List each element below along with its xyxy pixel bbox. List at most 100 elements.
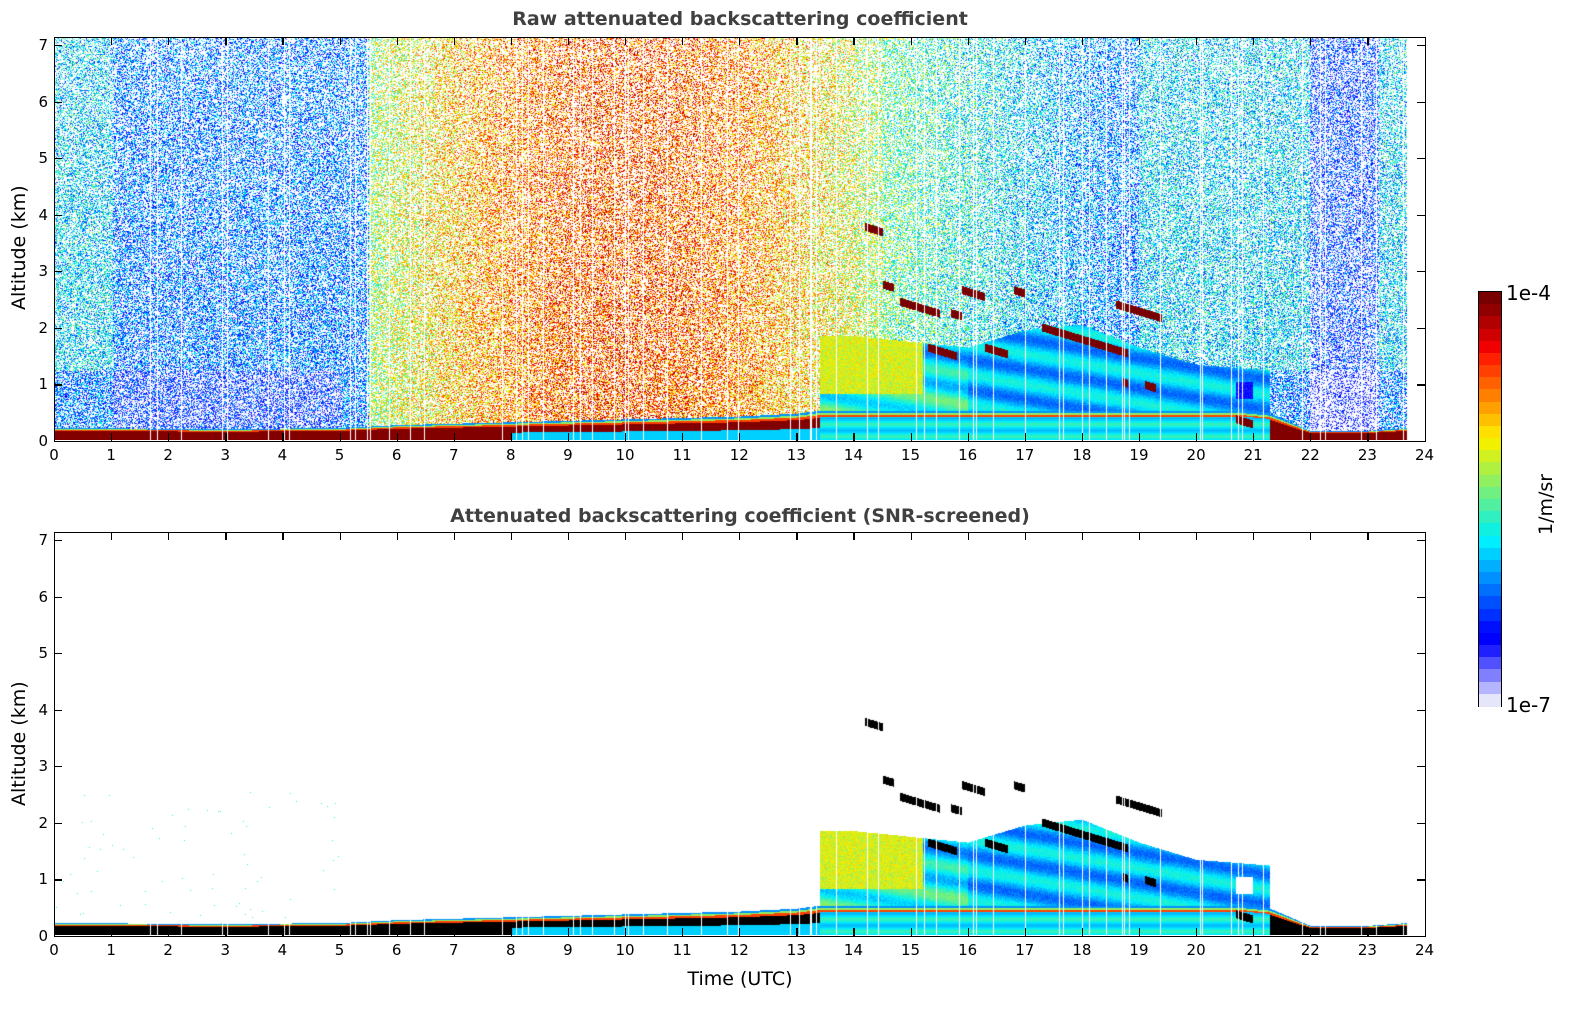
colorbar-segment (1479, 535, 1501, 549)
x-tick-mark (54, 532, 56, 540)
colorbar-segment (1479, 547, 1501, 562)
x-tick-label: 5 (334, 446, 345, 464)
x-tick-mark (1196, 532, 1198, 540)
x-tick-mark (168, 532, 170, 540)
x-tick-mark (1253, 928, 1255, 936)
x-tick-mark (339, 433, 341, 441)
x-tick-mark (1367, 532, 1369, 540)
x-tick-mark (739, 532, 741, 540)
x-tick-mark (1253, 532, 1255, 540)
x-tick-mark (910, 928, 912, 936)
x-tick-label: 3 (220, 941, 231, 959)
x-tick-mark (1310, 433, 1312, 441)
y-tick-mark (54, 936, 62, 938)
colorbar-segment (1479, 499, 1501, 513)
x-tick-label: 10 (615, 941, 635, 959)
colorbar-segment (1479, 377, 1501, 391)
colorbar-max-label: 1e-4 (1506, 281, 1551, 305)
x-tick-mark (567, 433, 570, 441)
x-tick-mark (1196, 433, 1198, 441)
x-tick-mark (168, 433, 170, 441)
x-tick-label: 2 (163, 941, 173, 959)
y-tick-mark (1417, 936, 1425, 938)
colorbar-segment (1479, 693, 1501, 708)
colorbar-segment (1479, 474, 1501, 489)
x-tick-mark (796, 37, 798, 45)
y-tick-label: 6 (38, 92, 48, 111)
colorbar-segment (1479, 523, 1501, 537)
x-tick-mark (967, 928, 969, 936)
x-tick-mark (510, 532, 513, 540)
colorbar-segment (1479, 450, 1501, 464)
x-tick-mark (1024, 37, 1026, 45)
y-tick-label: 1 (38, 870, 48, 889)
y-tick-mark (1417, 271, 1425, 273)
x-tick-mark (111, 532, 113, 540)
x-tick-mark (282, 928, 284, 936)
colorbar-segment (1479, 657, 1501, 671)
x-tick-mark (396, 433, 398, 441)
colorbar-segment (1479, 559, 1501, 574)
x-tick-mark (1081, 928, 1084, 936)
y-tick-label: 4 (38, 700, 48, 719)
x-tick-label: 7 (448, 941, 459, 959)
y-tick-label: 2 (38, 318, 48, 337)
bottom-plot-area (54, 532, 1426, 937)
x-tick-label: 14 (843, 446, 863, 464)
x-tick-label: 9 (563, 446, 573, 464)
x-tick-mark (796, 433, 798, 441)
y-tick-label: 4 (38, 205, 48, 224)
x-tick-label: 22 (1300, 446, 1320, 464)
colorbar-segment (1479, 316, 1501, 330)
x-tick-mark (1138, 433, 1141, 441)
x-tick-label: 12 (729, 446, 749, 464)
x-tick-label: 7 (448, 446, 459, 464)
x-tick-label: 24 (1414, 941, 1435, 959)
x-tick-label: 15 (901, 446, 921, 464)
x-tick-label: 19 (1129, 941, 1149, 959)
colorbar-unit-label: 1/m/sr (1535, 473, 1557, 535)
y-tick-mark (1417, 766, 1425, 768)
x-tick-mark (1081, 37, 1084, 45)
x-tick-mark (625, 928, 627, 936)
colorbar-segment (1479, 572, 1501, 586)
x-tick-label: 4 (277, 446, 288, 464)
x-tick-label: 24 (1414, 446, 1435, 464)
x-tick-mark (1081, 532, 1084, 540)
y-tick-mark (54, 45, 62, 47)
x-tick-label: 21 (1243, 941, 1263, 959)
x-tick-mark (510, 433, 513, 441)
x-tick-mark (910, 532, 912, 540)
x-tick-mark (1081, 433, 1084, 441)
x-tick-label: 2 (163, 446, 173, 464)
x-tick-mark (796, 532, 798, 540)
colorbar-segment (1479, 425, 1501, 440)
x-tick-mark (1367, 928, 1369, 936)
x-tick-mark (1253, 433, 1255, 441)
x-tick-label: 11 (672, 446, 692, 464)
x-tick-mark (853, 532, 855, 540)
x-tick-mark (339, 928, 341, 936)
y-tick-mark (54, 709, 62, 711)
x-tick-mark (682, 532, 684, 540)
y-tick-mark (54, 441, 62, 443)
y-tick-label: 5 (38, 644, 48, 663)
y-tick-mark (54, 158, 62, 160)
colorbar-segment (1479, 401, 1501, 415)
x-tick-mark (625, 37, 627, 45)
y-tick-mark (1417, 596, 1425, 598)
y-tick-mark (54, 766, 62, 768)
top-plot-area (54, 37, 1426, 442)
x-tick-mark (910, 37, 912, 45)
raw-backscatter-heatmap (55, 38, 1424, 440)
x-tick-mark (739, 37, 741, 45)
colorbar-segment (1479, 340, 1501, 355)
x-tick-label: 23 (1357, 446, 1377, 464)
x-tick-label: 11 (672, 941, 692, 959)
x-tick-mark (1310, 37, 1312, 45)
bottom-y-axis-label: Altitude (km) (8, 681, 30, 806)
x-tick-mark (225, 928, 227, 936)
x-tick-mark (1367, 37, 1369, 45)
y-tick-mark (1417, 709, 1425, 711)
x-tick-mark (739, 928, 741, 936)
